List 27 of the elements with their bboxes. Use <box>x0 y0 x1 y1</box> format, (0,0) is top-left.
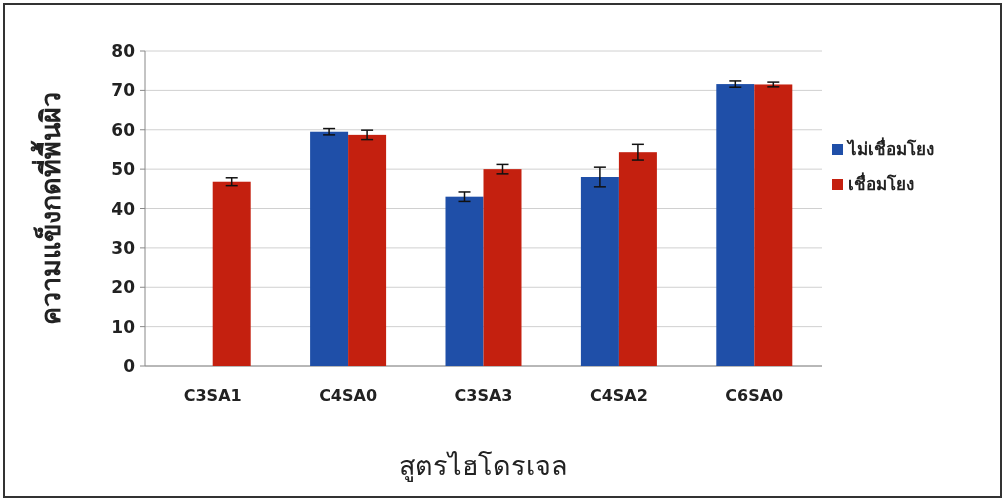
y-tick-label: 50 <box>111 159 136 180</box>
bar <box>212 181 251 366</box>
x-tick-label: C4SA2 <box>589 386 648 405</box>
y-tick-label: 60 <box>111 119 136 140</box>
y-tick-label: 40 <box>111 198 136 219</box>
y-tick-label: 20 <box>111 277 136 298</box>
bar <box>445 196 484 366</box>
bar <box>310 131 349 366</box>
bar <box>716 84 755 366</box>
y-tick-label: 0 <box>123 356 136 376</box>
bar <box>348 134 387 366</box>
y-axis-title: ความแข็งกดที่พื้นผิว <box>30 92 66 325</box>
bar <box>618 152 657 366</box>
x-tick-label: C4SA0 <box>319 386 378 405</box>
y-tick-label: 70 <box>111 80 136 101</box>
legend-label: ไม่เชื่อมโยง <box>846 137 934 159</box>
x-tick-label: C6SA0 <box>725 386 784 405</box>
bar <box>580 177 619 366</box>
y-tick-label: 30 <box>111 237 136 258</box>
y-tick-label: 10 <box>111 316 136 337</box>
legend-label: เชื่อมโยง <box>848 172 914 194</box>
x-axis-title: สูตรไฮโดรเจล <box>399 450 568 482</box>
bar <box>483 169 522 366</box>
bar <box>754 84 793 366</box>
y-tick-label: 80 <box>111 41 136 61</box>
x-tick-label: C3SA3 <box>454 386 513 405</box>
x-tick-label: C3SA1 <box>183 386 242 405</box>
